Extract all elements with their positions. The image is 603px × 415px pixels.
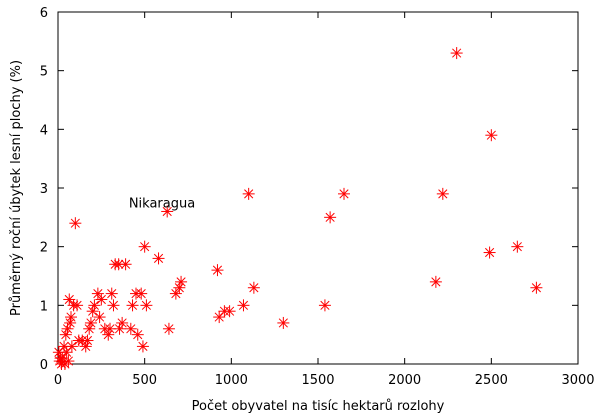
x-axis-label: Počet obyvatel na tisíc hektarů rozlohy xyxy=(192,399,445,414)
annotations: Nikaragua xyxy=(129,197,195,212)
data-point xyxy=(338,187,350,200)
data-point xyxy=(135,287,148,300)
data-point xyxy=(107,299,120,312)
y-tick: 4 xyxy=(40,123,578,138)
y-tick-label: 5 xyxy=(40,65,48,80)
y-tick: 1 xyxy=(40,299,578,314)
data-point xyxy=(136,340,149,353)
data-point xyxy=(62,355,75,368)
y-axis-label: Průměrný roční úbytek lesní plochy (%) xyxy=(9,60,24,316)
data-point xyxy=(105,287,118,300)
data-point xyxy=(242,187,255,200)
x-tick-label: 2000 xyxy=(388,373,421,388)
y-tick-label: 3 xyxy=(40,182,48,197)
data-point xyxy=(88,299,101,312)
data-point xyxy=(84,316,97,329)
data-point xyxy=(60,346,73,359)
data-point xyxy=(483,246,496,259)
data-point xyxy=(162,322,175,335)
data-point xyxy=(175,275,188,288)
data-point xyxy=(169,287,182,300)
data-point xyxy=(318,299,331,312)
data-point xyxy=(140,299,153,312)
scatter-points xyxy=(52,47,543,370)
data-point xyxy=(247,281,260,294)
y-axis-ticks: 0 1 2 3 4 5 6 xyxy=(40,6,578,373)
y-tick: 6 xyxy=(40,6,578,21)
x-tick: 3000 xyxy=(561,12,595,388)
data-point xyxy=(152,252,165,265)
data-point xyxy=(436,187,449,200)
data-point xyxy=(211,264,224,277)
data-point xyxy=(324,211,337,224)
data-point xyxy=(69,217,82,230)
data-point xyxy=(65,340,78,353)
data-point xyxy=(223,305,236,318)
y-tick: 2 xyxy=(40,241,578,256)
x-tick: 1000 xyxy=(215,12,248,388)
data-point xyxy=(65,311,77,324)
y-tick-label: 1 xyxy=(40,299,48,314)
y-tick-label: 4 xyxy=(40,123,48,138)
data-point xyxy=(112,258,125,271)
data-point xyxy=(86,305,99,318)
data-point xyxy=(511,240,524,253)
data-point xyxy=(138,240,151,253)
x-tick-label: 2500 xyxy=(475,373,508,388)
x-tick: 2500 xyxy=(475,12,508,388)
data-point xyxy=(119,258,132,271)
x-tick: 500 xyxy=(132,12,157,388)
x-tick: 1500 xyxy=(301,12,335,388)
data-point xyxy=(450,47,463,60)
data-point xyxy=(95,293,108,306)
y-tick-label: 0 xyxy=(40,358,48,373)
x-tick-label: 1000 xyxy=(215,373,248,388)
y-tick: 5 xyxy=(40,65,578,80)
data-point xyxy=(59,328,72,341)
data-point xyxy=(530,281,543,294)
y-tick-label: 6 xyxy=(40,6,48,21)
data-point xyxy=(429,275,442,288)
data-point xyxy=(71,299,84,312)
plot-frame xyxy=(57,11,579,365)
data-point xyxy=(93,311,106,324)
data-point xyxy=(237,299,250,312)
y-tick: 3 xyxy=(40,182,578,197)
data-point xyxy=(64,316,77,329)
data-point xyxy=(116,316,129,329)
annotation-label: Nikaragua xyxy=(129,197,195,212)
x-tick-label: 1500 xyxy=(301,373,334,388)
x-axis-ticks: 0 500 1000 1500 2000 2500 3000 xyxy=(54,12,595,388)
data-point xyxy=(126,299,139,312)
y-tick: 0 xyxy=(40,358,578,373)
data-point xyxy=(485,129,498,142)
x-tick-label: 3000 xyxy=(561,373,594,388)
data-point xyxy=(124,322,137,335)
x-tick-label: 500 xyxy=(132,373,157,388)
data-point xyxy=(81,334,94,347)
data-point xyxy=(277,316,290,329)
data-point xyxy=(131,328,144,341)
y-tick-label: 2 xyxy=(40,241,48,256)
data-point xyxy=(91,287,104,300)
x-tick-label: 0 xyxy=(54,373,62,388)
data-point xyxy=(161,205,174,218)
x-tick: 2000 xyxy=(388,12,421,388)
